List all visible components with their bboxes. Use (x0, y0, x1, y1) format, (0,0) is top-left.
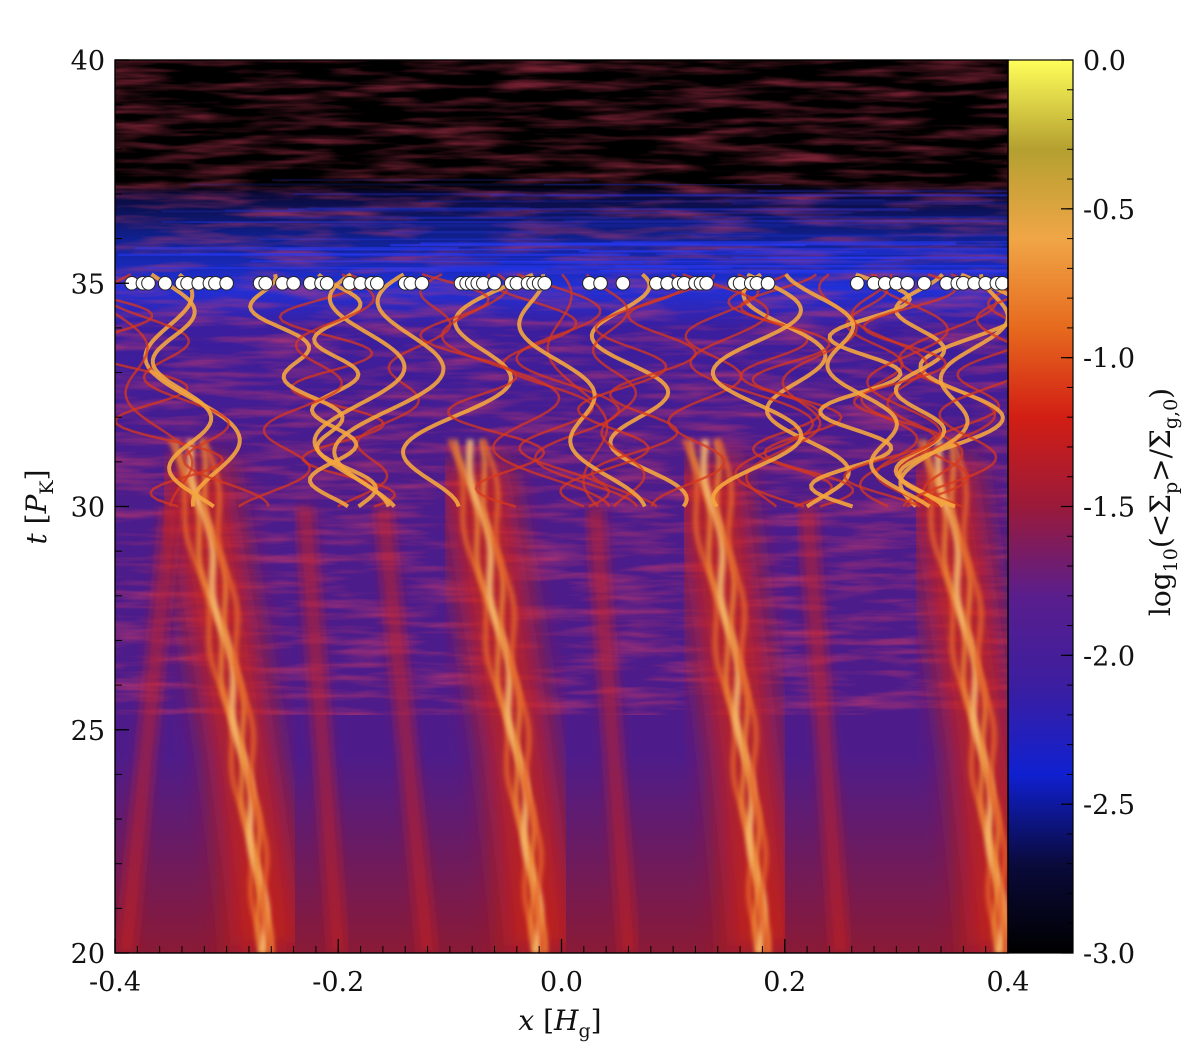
braided-strand (809, 272, 912, 509)
y-tick-label: 30 (71, 493, 105, 524)
heatmap-texture (115, 60, 1008, 715)
colorbar-tick-label: 0.0 (1083, 46, 1126, 77)
filament-strand (716, 438, 772, 953)
planetesimal-dot (157, 275, 173, 291)
y-axis-label: t [PK] (20, 469, 58, 544)
braided-strand (784, 273, 931, 509)
braided-strand (401, 272, 534, 508)
braided-strand (115, 273, 270, 507)
colorbar-tick-label: -3.0 (1083, 939, 1135, 970)
planetesimal-dot (850, 275, 865, 291)
colorbar-label: log10(<Σp>/Σg,0) (1144, 388, 1182, 616)
planetesimal-dot (319, 275, 335, 291)
planetesimal-dot (995, 275, 1010, 291)
planetesimal-dot (414, 275, 430, 291)
planetesimal-dot (286, 275, 301, 291)
braided-strand (739, 273, 855, 508)
x-tick-label: 0.0 (540, 967, 583, 998)
braided-strand (893, 272, 947, 508)
secondary-filament (586, 505, 638, 953)
planetesimal-dot (900, 275, 915, 291)
heatmap-plot-area (115, 60, 1010, 953)
braided-strand (682, 273, 815, 508)
x-tick-label: 0.2 (763, 967, 806, 998)
braided-strand (115, 312, 194, 507)
braided-strand (897, 272, 1008, 509)
planetesimal-dot (916, 275, 932, 291)
secondary-filament (117, 505, 180, 953)
braided-strand (248, 273, 378, 509)
secondary-filament (373, 505, 437, 953)
planetesimal-dot (141, 275, 156, 291)
braided-strand (278, 273, 397, 508)
planetesimal-dot (615, 275, 631, 291)
x-tick-label: -0.2 (312, 967, 364, 998)
blue-streaks (117, 179, 1008, 274)
braided-strand (710, 272, 804, 508)
colorbar: -3.0 -2.5 -2.0 -1.5 -1.0 -0.5 0.0 (1007, 46, 1135, 970)
planetesimal-dot (760, 275, 776, 291)
braided-strand (843, 273, 957, 508)
braided-strand (312, 272, 407, 508)
braided-strand (517, 273, 647, 508)
braided-strand (559, 273, 686, 508)
braided-strand (150, 272, 215, 509)
colorbar-tick-label: -1.5 (1083, 493, 1135, 524)
braided-strand (902, 297, 1008, 508)
braided-strand (585, 273, 646, 508)
y-tick-label: 40 (71, 46, 105, 77)
heatmap-filaments (115, 272, 1008, 953)
secondary-filament (295, 505, 348, 953)
y-tick-label: 35 (71, 269, 105, 300)
x-tick-label: 0.4 (987, 967, 1030, 998)
braided-strand (237, 273, 375, 508)
colorbar-tick-label: -0.5 (1083, 195, 1135, 226)
filament-strand (950, 438, 1008, 953)
secondary-filament (798, 505, 850, 953)
colorbar-tick-label: -2.0 (1083, 641, 1135, 672)
y-tick-label: 20 (71, 939, 105, 970)
planetesimal-dot (593, 275, 608, 291)
braided-strand (337, 273, 452, 508)
braided-strand (485, 273, 611, 508)
colorbar-tick-label: -2.5 (1083, 790, 1135, 821)
x-axis-label: x [Hg] (518, 1004, 601, 1042)
planetesimal-dot (219, 275, 234, 291)
x-tick-label: -0.4 (89, 967, 141, 998)
planetesimal-dot (537, 275, 553, 291)
planetesimal-dot (699, 275, 714, 291)
braided-strand (440, 273, 611, 508)
y-tick-label: 25 (71, 716, 105, 747)
braided-strand (898, 274, 1008, 508)
axes: -0.4 -0.2 0.0 0.2 0.4 20 25 30 35 40 (71, 46, 1030, 998)
braided-strand (143, 272, 242, 507)
planetesimal-dot (370, 275, 385, 291)
planetesimal-dot (487, 275, 502, 291)
filament-strand (201, 438, 275, 953)
planetesimal-dot (258, 275, 273, 291)
planetesimal-markers (124, 275, 1010, 291)
filament-strand (481, 438, 549, 953)
colorbar-tick-label: -1.0 (1083, 344, 1135, 375)
braided-strand (515, 273, 639, 508)
